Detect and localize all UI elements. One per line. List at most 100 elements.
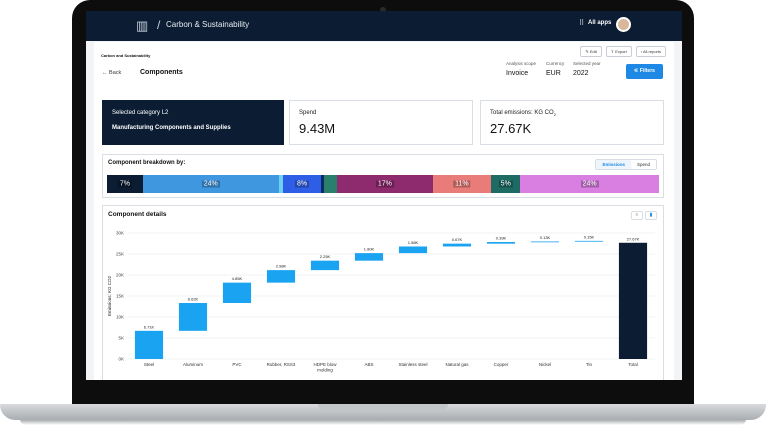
breakdown-segment[interactable]: 17%: [337, 175, 433, 193]
y-tick-label: 20K: [116, 273, 124, 278]
x-tick-label: Aluminum: [183, 362, 203, 367]
top-navigation-bar: ▥ / Carbon & Sustainability ⠿ All apps: [86, 11, 682, 41]
currency-label: Currency: [546, 61, 565, 66]
breakdown-segment-label: 24%: [580, 180, 599, 188]
x-tick-label: Natural gas: [445, 362, 469, 367]
waterfall-bar[interactable]: [310, 260, 340, 271]
camera-dot: [380, 7, 386, 13]
year-select[interactable]: 2022: [573, 70, 589, 77]
scope-select[interactable]: Invoice: [506, 70, 529, 77]
x-tick-label: PVC: [232, 362, 242, 367]
back-label: Back: [109, 70, 122, 76]
toggle-emissions[interactable]: Emissions: [596, 160, 631, 169]
export-button[interactable]: ⇪ Export: [605, 46, 632, 57]
breakdown-segment[interactable]: 24%: [142, 175, 279, 193]
waterfall-bar[interactable]: [574, 240, 604, 242]
breadcrumb[interactable]: Carbon and Sustainability: [101, 53, 151, 58]
all-apps-button[interactable]: All apps: [588, 20, 612, 26]
page-title: Components: [140, 69, 183, 76]
y-tick-label: 25K: [116, 252, 124, 257]
chart-view-icon[interactable]: ▮: [645, 211, 657, 220]
breakdown-segment[interactable]: [321, 175, 325, 193]
y-tick-label: 5K: [118, 336, 124, 341]
all-reports-label: All reports: [642, 49, 661, 54]
currency-select[interactable]: EUR: [546, 70, 561, 77]
breakdown-segment-label: 5%: [498, 180, 513, 188]
export-icon: ⇪: [610, 49, 616, 54]
breakdown-segment[interactable]: 24%: [520, 175, 659, 193]
app-grid-icon[interactable]: ⠿: [579, 20, 585, 27]
breakdown-segment[interactable]: [278, 175, 284, 193]
breakdown-segment-label: 11%: [453, 180, 471, 188]
spend-value: 9.43M: [299, 121, 336, 136]
bar-value-label: 6.71K: [144, 324, 155, 329]
details-title: Component details: [108, 211, 167, 218]
component-breakdown-card: Component breakdown by: Emissions Spend …: [102, 154, 664, 198]
bar-value-label: 2.98K: [276, 264, 287, 269]
spend-label: Spend: [299, 110, 317, 116]
breakdown-title: Component breakdown by:: [108, 160, 186, 166]
arrow-left-icon: ←: [102, 70, 110, 76]
bar-value-label: 6.62K: [188, 297, 199, 302]
y-axis-label: Emissions: KG CO2: [107, 276, 112, 317]
back-button[interactable]: ← Back: [102, 68, 137, 79]
toggle-spend[interactable]: Spend: [636, 162, 650, 167]
breakdown-toggle: Emissions Spend: [595, 159, 657, 170]
breakdown-segment[interactable]: 11%: [432, 175, 492, 193]
x-tick-label: Tin: [586, 362, 593, 367]
waterfall-bar[interactable]: [618, 242, 648, 359]
bar-value-label: 1.80K: [364, 247, 375, 252]
selected-category-card[interactable]: Selected category L2 Manufacturing Compo…: [102, 100, 284, 145]
buildings-logo-icon[interactable]: ▥: [136, 18, 149, 33]
user-avatar[interactable]: [616, 17, 631, 32]
laptop-shadow: [20, 419, 746, 425]
breakdown-segment[interactable]: 7%: [107, 175, 143, 193]
breakdown-stacked-bar: 7% 24% 8% 17% 11% 5% 24%: [107, 175, 659, 193]
bar-value-label: 27.67K: [627, 236, 640, 241]
breakdown-segment[interactable]: 5%: [491, 175, 521, 193]
bar-value-label: 1.58K: [408, 240, 419, 245]
waterfall-bar[interactable]: [486, 242, 516, 244]
emissions-label-text: Total emissions: KG CO: [490, 110, 554, 116]
export-label: Export: [615, 49, 627, 54]
waterfall-bar[interactable]: [442, 243, 472, 247]
waterfall-chart: 0K 5K 10K 15K 20K 25K 30K Emissions: KG CO2 6.71…: [107, 231, 655, 373]
action-buttons: ✎ Edit ⇪ Export ‹ All reports: [580, 46, 666, 57]
component-details-card: Component details ≡ ▮ 0K 5K 10K 15K 20K 25K 30…: [102, 205, 664, 380]
y-tick-label: 30K: [116, 231, 124, 236]
category-value: Manufacturing Components and Supplies: [112, 125, 231, 131]
main-panel: Carbon and Sustainability ← Back Compone…: [94, 42, 674, 380]
filters-button[interactable]: ⚟ Filters: [626, 64, 663, 79]
breakdown-segment[interactable]: 8%: [283, 175, 322, 193]
bar-value-label: 0.67K: [452, 237, 463, 242]
edit-button[interactable]: ✎ Edit: [580, 46, 602, 57]
emissions-label-sub: 2: [553, 112, 556, 118]
year-label: Selected year: [573, 61, 601, 66]
bar-value-label: 4.85K: [232, 276, 243, 281]
x-tick-label: Nickel: [539, 362, 551, 367]
category-label: Selected category L2: [112, 110, 169, 116]
x-tick-label: Stainless steel: [398, 362, 427, 367]
app-screen: ▥ / Carbon & Sustainability ⠿ All apps C…: [86, 11, 682, 380]
x-tick-label: HDPE blow: [313, 362, 337, 367]
spend-card: Spend 9.43M: [289, 100, 473, 145]
x-tick-label: Rubber, RSS3: [267, 362, 296, 367]
waterfall-bar[interactable]: [134, 330, 164, 359]
y-tick-label: 15K: [116, 294, 124, 299]
waterfall-bar[interactable]: [398, 246, 428, 254]
waterfall-bar[interactable]: [266, 270, 296, 283]
waterfall-bar[interactable]: [222, 282, 252, 304]
all-reports-button[interactable]: ‹ All reports: [635, 46, 666, 57]
title-separator: /: [157, 18, 161, 32]
waterfall-bar[interactable]: [178, 303, 208, 331]
x-tick-label: molding: [317, 368, 333, 373]
bar-value-label: 0.39K: [496, 236, 507, 241]
table-view-icon[interactable]: ≡: [631, 211, 643, 220]
waterfall-bar[interactable]: [530, 241, 560, 243]
bar-value-label: 2.25K: [320, 254, 331, 259]
waterfall-bar[interactable]: [354, 253, 384, 261]
laptop-base-lip: [318, 404, 448, 411]
breakdown-segment[interactable]: [324, 175, 338, 193]
x-tick-label: ABS: [364, 362, 373, 367]
